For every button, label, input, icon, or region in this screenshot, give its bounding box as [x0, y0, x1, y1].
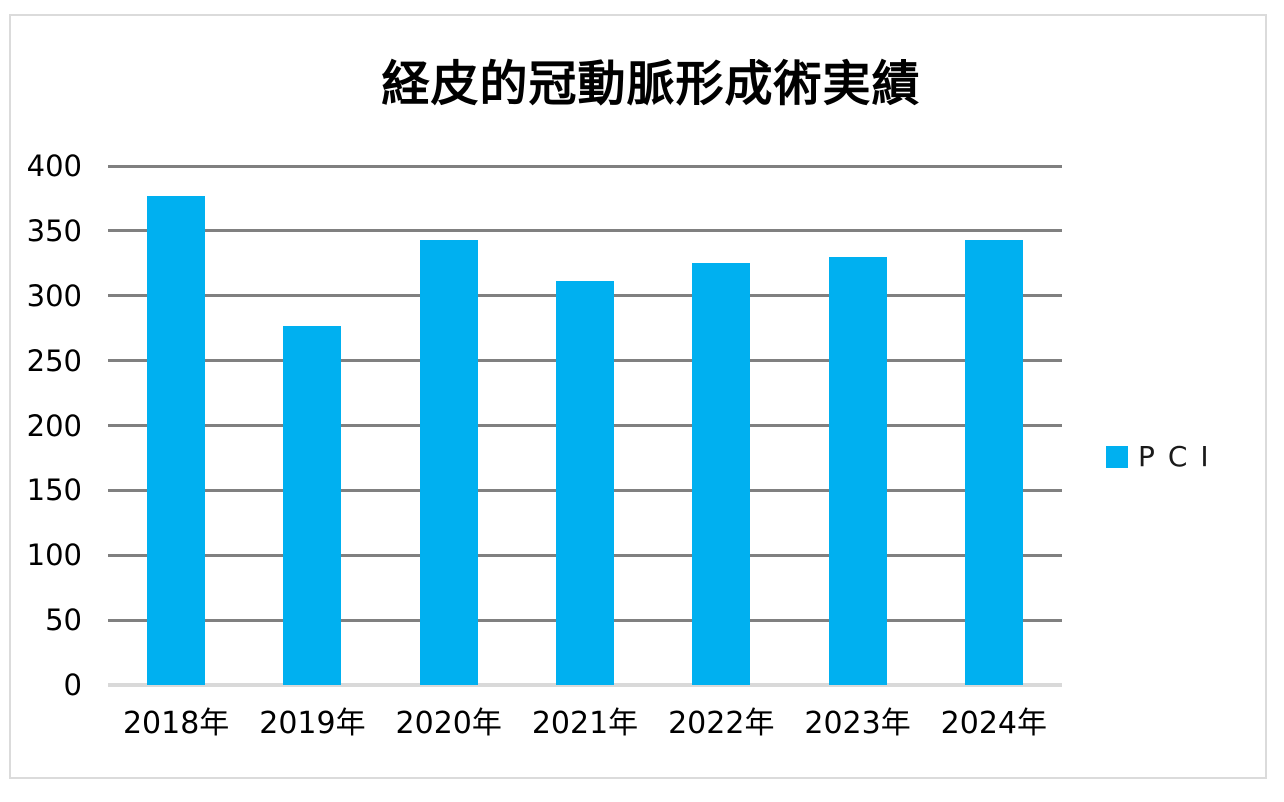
bar-2023 [828, 256, 887, 685]
y-axis-label-350: 350 [26, 213, 82, 248]
bar-2022 [692, 263, 751, 685]
gridline-400 [108, 164, 1062, 168]
bar-2024 [964, 239, 1023, 685]
x-axis-line [108, 683, 1062, 687]
bar-2019 [283, 325, 342, 685]
legend: PCI [1106, 440, 1222, 473]
x-axis-label-2018: 2018年 [122, 706, 230, 741]
chart-title: 経皮的冠動脈形成術実績 [381, 56, 921, 112]
x-axis-label-2023: 2023年 [804, 706, 911, 741]
y-axis-label-100: 100 [26, 538, 82, 573]
chart-border [9, 14, 1267, 779]
x-axis-label-2020: 2020年 [395, 706, 502, 741]
legend-series-label: PCI [1138, 440, 1222, 473]
x-axis-label-2024: 2024年 [940, 706, 1048, 741]
bar-2021 [556, 281, 614, 685]
y-axis-label-50: 50 [45, 603, 82, 638]
y-axis-label-400: 400 [26, 149, 82, 183]
x-axis-label-2022: 2022年 [668, 706, 775, 741]
x-axis-label-2019: 2019年 [259, 706, 366, 741]
y-axis-label-300: 300 [26, 278, 82, 313]
y-axis-label-200: 200 [26, 408, 82, 443]
legend-swatch-icon [1106, 445, 1128, 468]
y-axis-label-250: 250 [26, 343, 82, 378]
x-axis-label-2021: 2021年 [531, 706, 639, 741]
bar-2018 [147, 195, 206, 685]
y-axis-label-150: 150 [26, 473, 82, 508]
bar-2020 [419, 239, 478, 685]
y-axis-label-0: 0 [63, 668, 82, 702]
gridline-350 [108, 229, 1062, 233]
